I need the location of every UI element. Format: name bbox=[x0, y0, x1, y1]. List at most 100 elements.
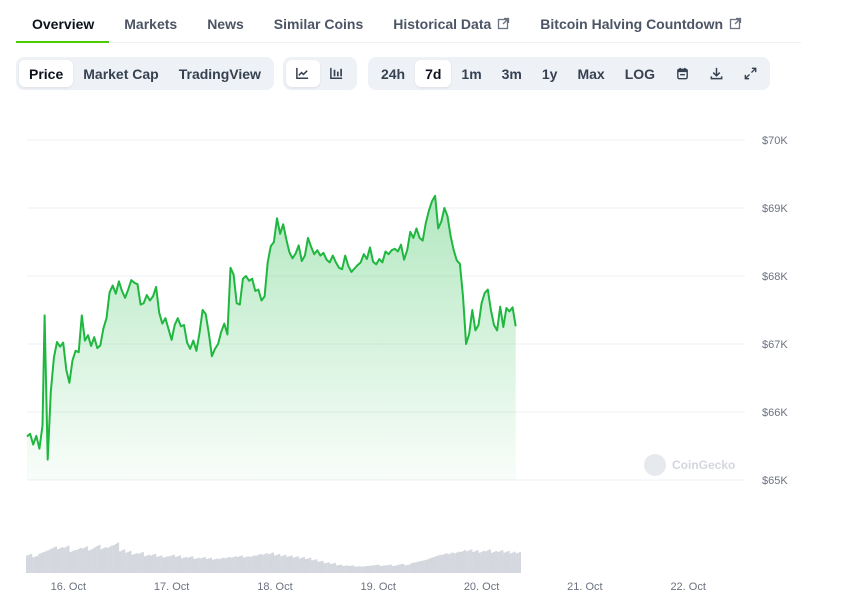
volume-bar bbox=[416, 561, 419, 573]
tab-label: Overview bbox=[32, 16, 95, 32]
volume-bar bbox=[282, 555, 285, 573]
volume-bar bbox=[73, 550, 76, 573]
tab-markets[interactable]: Markets bbox=[109, 0, 192, 43]
volume-bar bbox=[360, 566, 363, 573]
volume-bar bbox=[278, 554, 281, 573]
x-tick-label: 22. Oct bbox=[670, 581, 705, 593]
range-1y-button[interactable]: 1y bbox=[541, 65, 558, 82]
volume-bar bbox=[154, 554, 157, 573]
volume-bar bbox=[333, 563, 337, 573]
volume-bar bbox=[313, 559, 316, 573]
range-max-button[interactable]: Max bbox=[577, 65, 605, 82]
volume-bar bbox=[375, 564, 378, 573]
volume-bar bbox=[389, 564, 392, 573]
volume-bar bbox=[48, 549, 51, 573]
volume-bar bbox=[28, 554, 31, 573]
volume-bar bbox=[379, 566, 382, 573]
range-3m-button[interactable]: 3m bbox=[501, 65, 522, 82]
volume-bar bbox=[404, 565, 407, 573]
volume-bar bbox=[257, 554, 260, 573]
price-button[interactable]: Price bbox=[19, 60, 74, 87]
volume-bar bbox=[67, 545, 70, 573]
download-button[interactable] bbox=[699, 60, 733, 87]
volume-bar bbox=[56, 549, 60, 573]
volume-bar bbox=[170, 555, 173, 573]
range-7d-button[interactable]: 7d bbox=[415, 60, 452, 87]
volume-bar bbox=[424, 559, 427, 573]
volume-bar bbox=[63, 547, 66, 573]
volume-bar bbox=[309, 557, 312, 573]
expand-icon bbox=[743, 66, 758, 81]
tab-news[interactable]: News bbox=[192, 0, 259, 43]
volume-bar bbox=[399, 564, 403, 573]
volume-bar bbox=[30, 554, 33, 573]
volume-bar bbox=[414, 562, 417, 573]
volume-bar bbox=[302, 557, 306, 573]
expand-button[interactable] bbox=[733, 60, 767, 87]
volume-bar bbox=[459, 552, 463, 573]
volume-bar bbox=[224, 558, 227, 573]
range-24h-button[interactable]: 24h bbox=[380, 65, 406, 82]
tab-overview[interactable]: Overview bbox=[16, 0, 110, 43]
volume-bar bbox=[152, 554, 155, 573]
volume-bar bbox=[455, 552, 458, 573]
volume-bar bbox=[203, 557, 206, 573]
volume-bar bbox=[69, 552, 72, 573]
watermark-text: CoinGecko bbox=[672, 458, 735, 472]
volume-bar bbox=[397, 564, 401, 573]
volume-bar bbox=[470, 549, 473, 573]
volume-bar bbox=[441, 554, 444, 573]
y-tick-label: $65K bbox=[762, 475, 788, 487]
volume-bar bbox=[32, 557, 35, 573]
volume-bar bbox=[54, 546, 58, 573]
volume-bar bbox=[216, 558, 219, 573]
volume-bar bbox=[141, 552, 144, 573]
volume-bar bbox=[480, 551, 483, 573]
volume-bar bbox=[52, 547, 56, 573]
tab-label: Historical Data bbox=[393, 16, 492, 32]
volume-bar bbox=[185, 557, 188, 573]
volume-bar bbox=[348, 566, 351, 573]
tab-bitcoin-halving-countdown[interactable]: Bitcoin Halving Countdown bbox=[525, 0, 757, 43]
volume-bar bbox=[344, 565, 347, 573]
volume-bar bbox=[178, 555, 182, 573]
volume-bar bbox=[428, 558, 432, 573]
volume-bar bbox=[127, 551, 130, 573]
volume-bar bbox=[342, 566, 345, 573]
volume-bar bbox=[232, 556, 235, 573]
calendar-button[interactable] bbox=[665, 60, 699, 87]
market-cap-button[interactable]: Market Cap bbox=[83, 65, 159, 82]
volume-bar bbox=[337, 564, 341, 573]
volume-bar bbox=[44, 551, 47, 573]
volume-bar bbox=[507, 550, 510, 573]
tab-historical-data[interactable]: Historical Data bbox=[378, 0, 525, 43]
volume-bar bbox=[484, 551, 487, 573]
external-link-icon bbox=[497, 17, 510, 30]
volume-bar bbox=[81, 548, 84, 573]
line-chart-button[interactable] bbox=[285, 60, 320, 87]
tradingview-button[interactable]: TradingView bbox=[178, 65, 261, 82]
x-tick-label: 20. Oct bbox=[464, 581, 499, 593]
volume-bar bbox=[36, 555, 39, 573]
volume-bar bbox=[430, 557, 434, 573]
volume-bar bbox=[354, 566, 357, 573]
metric-group: Price Market Cap TradingView bbox=[16, 57, 274, 90]
volume-bar bbox=[426, 559, 430, 573]
volume-bar bbox=[199, 558, 202, 573]
volume-bar bbox=[79, 547, 82, 573]
volume-bar bbox=[472, 552, 475, 573]
range-1m-button[interactable]: 1m bbox=[461, 65, 482, 82]
volume-bar bbox=[191, 556, 194, 573]
volume-bar bbox=[445, 553, 448, 573]
range-log-button[interactable]: LOG bbox=[624, 65, 656, 82]
volume-bar bbox=[228, 557, 231, 573]
volume-bar bbox=[85, 546, 89, 573]
volume-bar bbox=[247, 556, 250, 573]
volume-bar bbox=[263, 554, 266, 573]
candlestick-button[interactable] bbox=[320, 60, 354, 87]
volume-bar bbox=[276, 554, 279, 573]
tab-similar-coins[interactable]: Similar Coins bbox=[259, 0, 378, 43]
volume-bar bbox=[46, 550, 49, 573]
volume-bar bbox=[327, 562, 330, 573]
volume-bar bbox=[497, 552, 500, 573]
